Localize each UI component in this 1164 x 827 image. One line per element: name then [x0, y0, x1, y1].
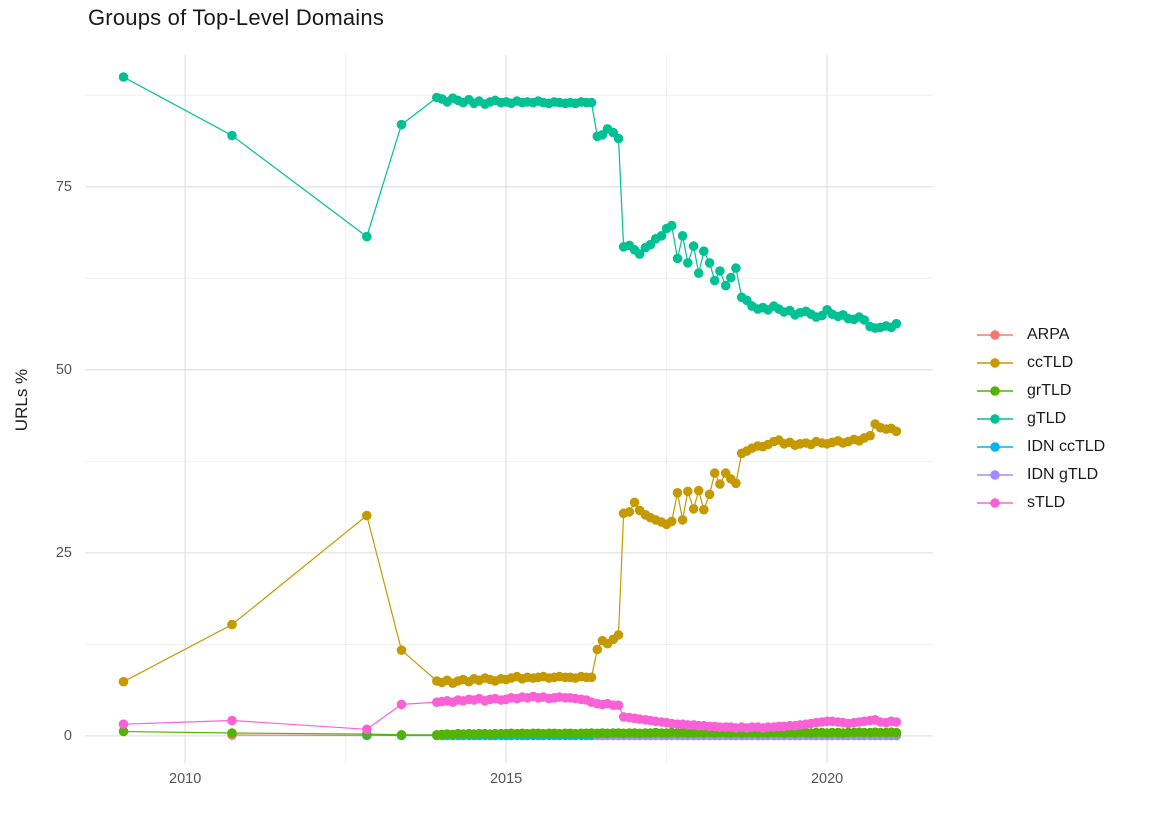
legend-item-gtld: gTLD	[976, 405, 1105, 433]
legend-key-icon	[976, 411, 1014, 427]
legend-label: gTLD	[1027, 410, 1067, 427]
legend-item-arpa: ARPA	[976, 321, 1105, 349]
y-tick-label: 50	[55, 361, 72, 378]
legend-key-icon	[976, 327, 1014, 343]
legend-key-icon	[976, 495, 1014, 511]
legend-item-cctld: ccTLD	[976, 349, 1105, 377]
series-line	[123, 76, 897, 329]
legend-key-icon	[976, 355, 1014, 371]
legend-label: IDN gTLD	[1027, 466, 1099, 483]
chart-title: Groups of Top-Level Domains	[88, 5, 385, 30]
legend-label: grTLD	[1027, 382, 1072, 399]
legend-label: sTLD	[1027, 494, 1066, 511]
legend-key-icon	[976, 467, 1014, 483]
series-line	[231, 734, 367, 737]
x-tick-label: 2010	[169, 771, 202, 787]
legend-label: ARPA	[1027, 326, 1070, 343]
y-tick-label: 75	[55, 178, 72, 195]
legend-label: IDN ccTLD	[1027, 438, 1106, 455]
series-points	[118, 419, 902, 688]
legend-item-idn-cctld: IDN ccTLD	[976, 433, 1105, 461]
y-tick-label: 25	[55, 544, 72, 561]
legend-item-idn-gtld: IDN gTLD	[976, 461, 1105, 489]
legend: ARPA ccTLD grTLD gTLD IDN ccTLD IDN gTLD sTLD	[976, 321, 1105, 517]
series-gtld	[118, 72, 902, 333]
gridlines-minor	[85, 55, 933, 763]
x-tick-label: 2015	[489, 771, 523, 787]
gridlines-major	[85, 55, 933, 763]
series-points	[118, 691, 902, 735]
series-points	[118, 72, 902, 333]
series-cctld	[118, 419, 902, 688]
legend-key-icon	[976, 383, 1014, 399]
legend-key-icon	[976, 439, 1014, 455]
series-arpa	[227, 730, 372, 741]
legend-item-grtld: grTLD	[976, 377, 1105, 405]
legend-label: ccTLD	[1027, 354, 1074, 371]
y-tick-label: 0	[63, 727, 72, 744]
legend-item-stld: sTLD	[976, 489, 1105, 517]
series-stld	[118, 691, 902, 735]
x-tick-label: 2020	[810, 771, 844, 787]
